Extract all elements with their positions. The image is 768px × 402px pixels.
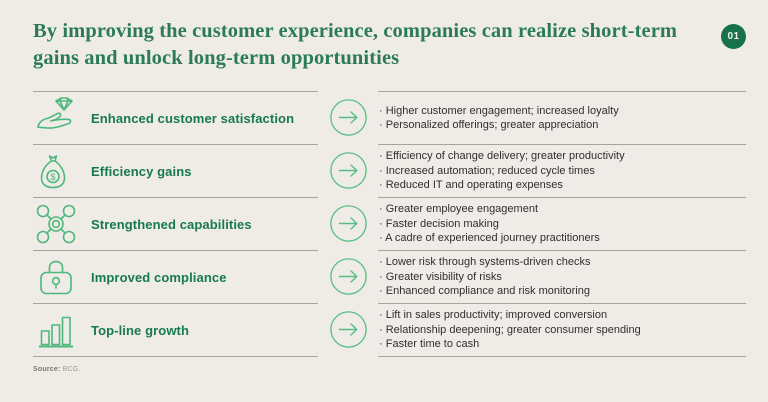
page-title: By improving the customer experience, co… — [33, 20, 678, 70]
bullet-item: Lower risk through systems-driven checks — [379, 255, 746, 270]
benefit-row: Enhanced customer satisfaction Higher cu… — [33, 91, 746, 144]
bullet-item: Increased automation; reduced cycle time… — [379, 164, 746, 179]
bullet-item: Reduced IT and operating expenses — [379, 178, 746, 193]
benefit-left-cell: Improved compliance — [33, 250, 318, 303]
bar-chart-icon — [33, 307, 79, 353]
benefit-bullets: Higher customer engagement; increased lo… — [378, 91, 746, 144]
benefit-row: $ Efficiency gains Efficiency of change … — [33, 144, 746, 197]
bullet-item: Personalized offerings; greater apprecia… — [379, 118, 746, 133]
benefit-left-cell: Enhanced customer satisfaction — [33, 91, 318, 144]
benefit-label: Strengthened capabilities — [91, 216, 252, 232]
source-label: Source: — [33, 366, 61, 373]
bullet-item: Greater visibility of risks — [379, 270, 746, 285]
bullet-item: Higher customer engagement; increased lo… — [379, 104, 746, 119]
bullet-item: Greater employee engagement — [379, 202, 746, 217]
svg-text:$: $ — [50, 172, 55, 182]
bullet-item: Enhanced compliance and risk monitoring — [379, 284, 746, 299]
arrow-right-circle-icon — [329, 311, 367, 348]
arrow-right-circle-icon — [329, 205, 367, 242]
benefit-bullets: Lower risk through systems-driven checks… — [378, 250, 746, 303]
benefit-label: Top-line growth — [91, 322, 190, 338]
benefit-left-cell: Strengthened capabilities — [33, 197, 318, 250]
bullet-item: A cadre of experienced journey practitio… — [379, 231, 746, 246]
benefit-rows: Enhanced customer satisfaction Higher cu… — [33, 91, 746, 357]
source-value: BCG. — [62, 366, 81, 373]
arrow-right-circle-icon — [329, 152, 367, 189]
benefit-label: Efficiency gains — [91, 163, 192, 179]
bullet-item: Lift in sales productivity; improved con… — [379, 308, 746, 323]
benefit-left-cell: Top-line growth — [33, 303, 318, 356]
money-bag-icon: $ — [33, 148, 79, 194]
bullet-item: Efficiency of change delivery; greater p… — [379, 149, 746, 164]
benefit-bullets: Lift in sales productivity; improved con… — [378, 303, 746, 356]
benefit-bullets: Efficiency of change delivery; greater p… — [378, 144, 746, 197]
benefit-row: Top-line growth Lift in sales productivi… — [33, 303, 746, 356]
bullet-item: Faster time to cash — [379, 337, 746, 352]
benefit-row: Improved compliance Lower risk through s… — [33, 250, 746, 303]
hand-holding-diamond-icon — [33, 95, 79, 141]
benefit-row: Strengthened capabilities Greater employ… — [33, 197, 746, 250]
padlock-icon — [33, 254, 79, 300]
network-nodes-icon — [33, 201, 79, 247]
bullet-item: Faster decision making — [379, 217, 746, 232]
source-note: Source: BCG. — [33, 366, 81, 373]
page-number-badge: 01 — [721, 24, 746, 49]
arrow-right-circle-icon — [329, 99, 367, 136]
benefit-label: Enhanced customer satisfaction — [91, 110, 295, 126]
benefit-bullets: Greater employee engagementFaster decisi… — [378, 197, 746, 250]
bullet-item: Relationship deepening; greater consumer… — [379, 323, 746, 338]
benefit-left-cell: $ Efficiency gains — [33, 144, 318, 197]
benefit-label: Improved compliance — [91, 269, 227, 285]
arrow-right-circle-icon — [329, 258, 367, 295]
header: By improving the customer experience, co… — [33, 18, 746, 72]
